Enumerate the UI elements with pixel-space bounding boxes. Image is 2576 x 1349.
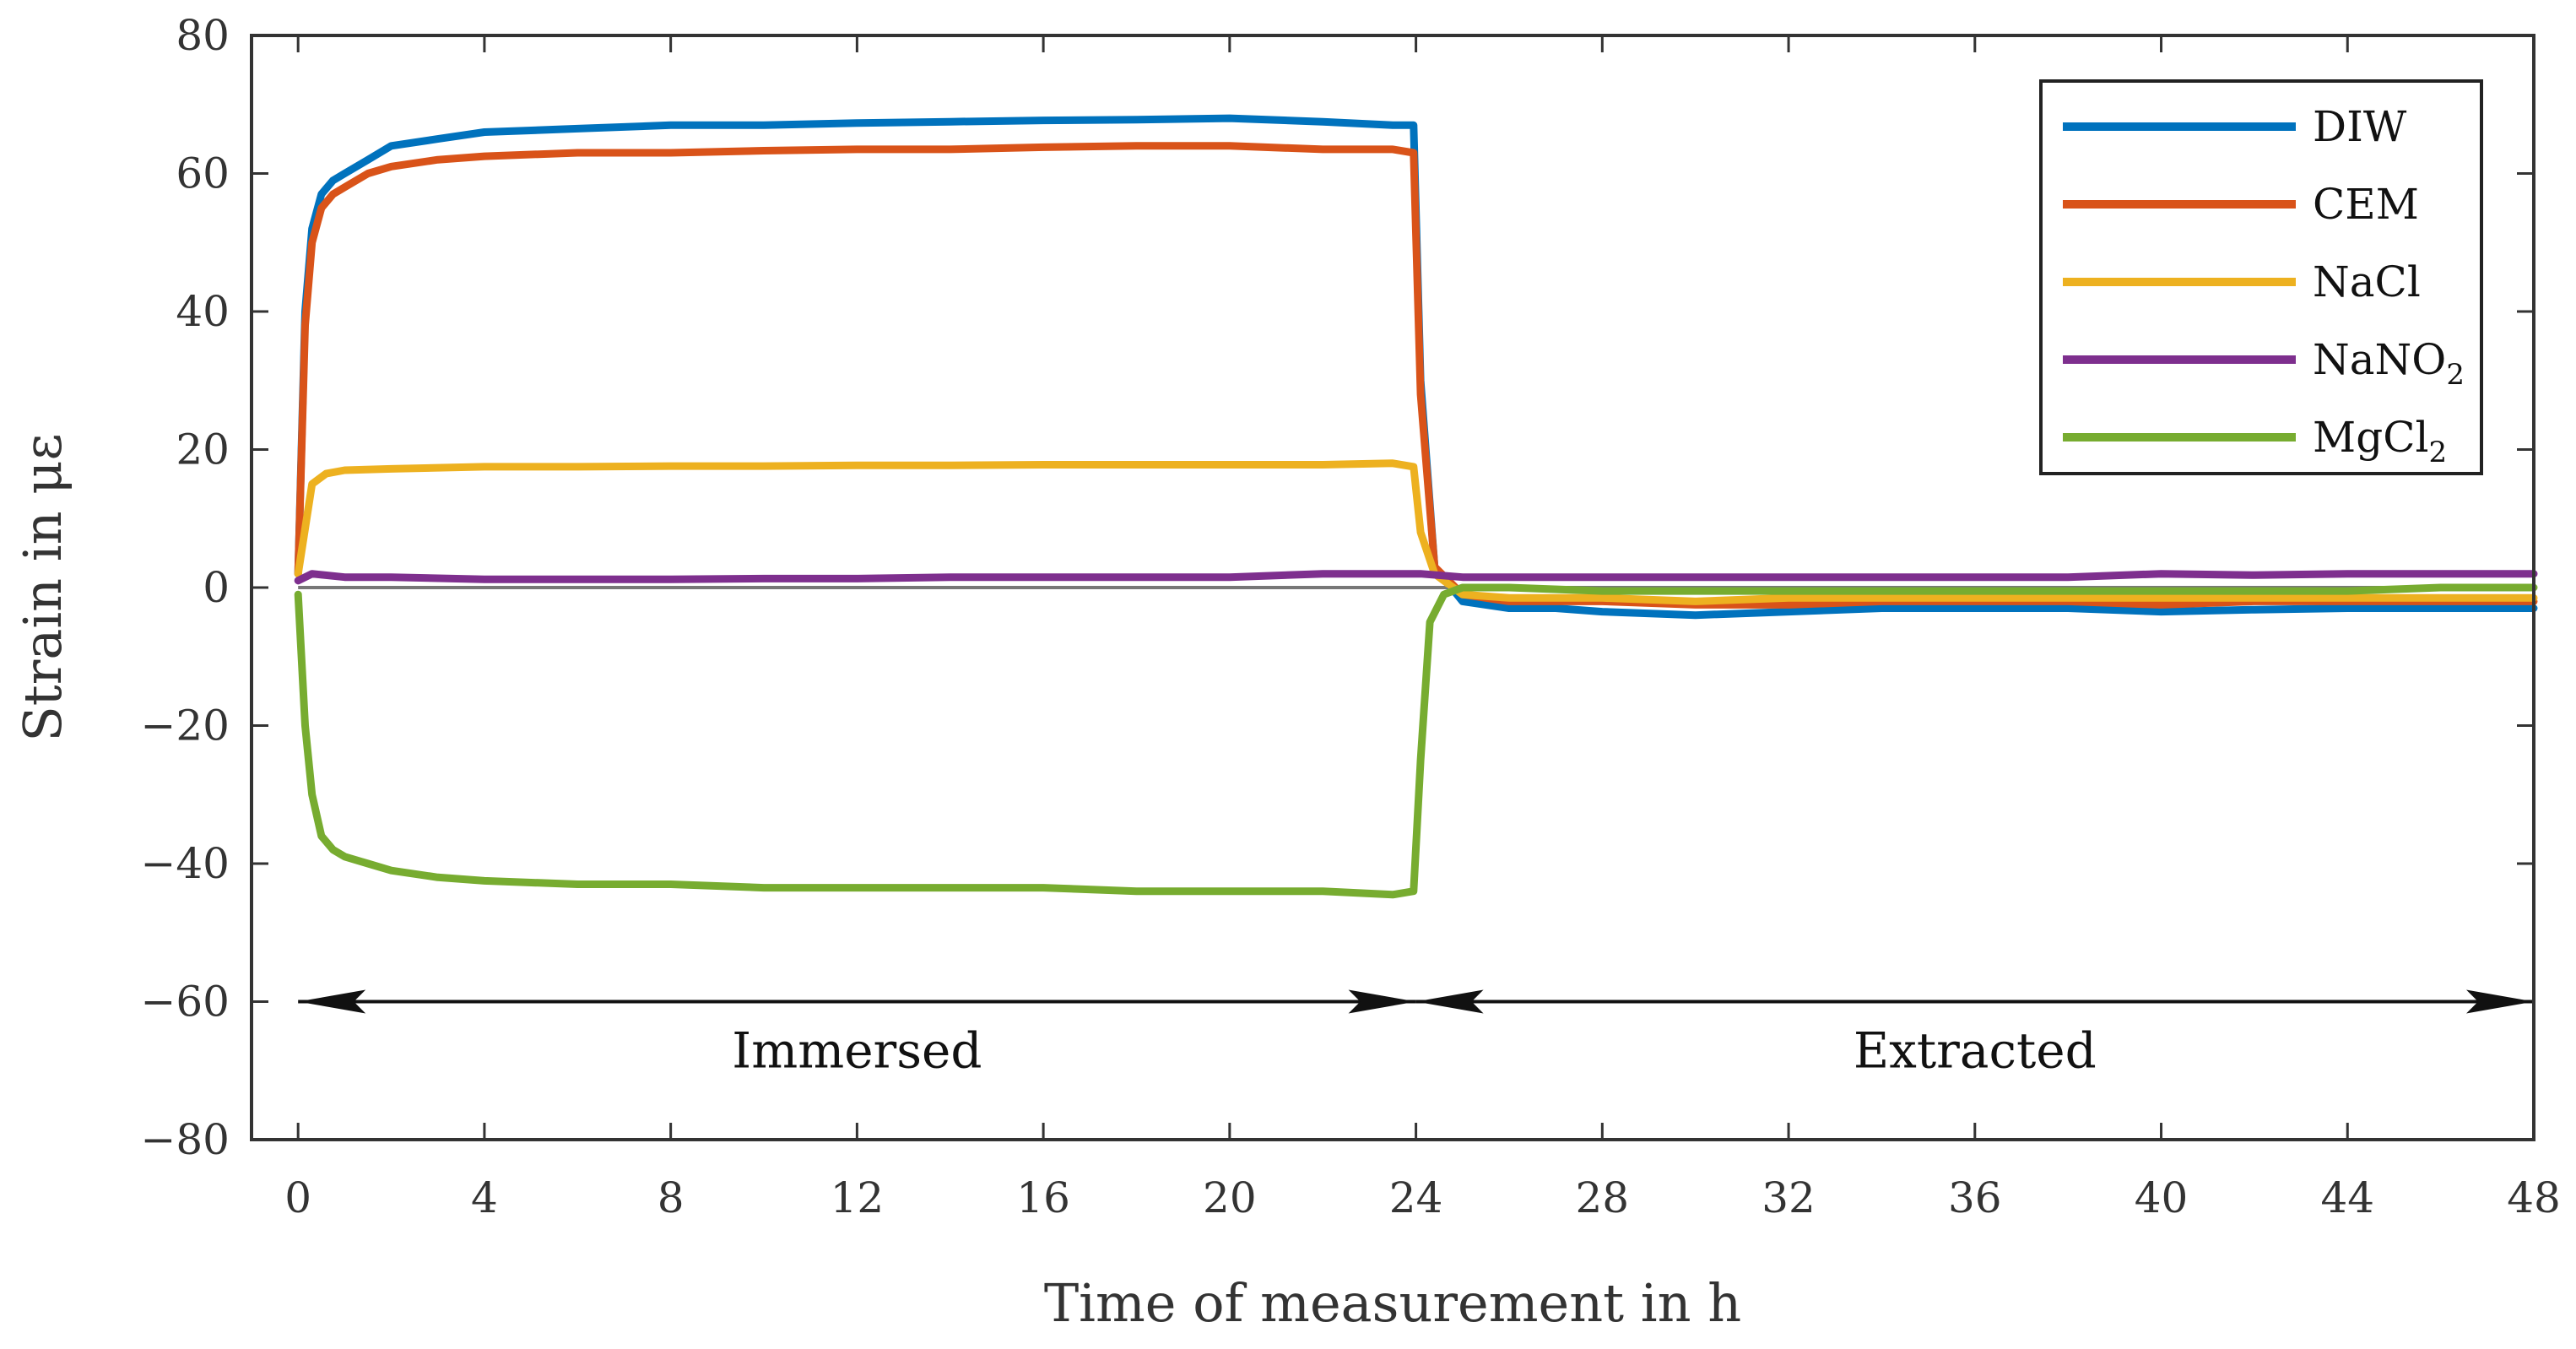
arrowhead-right <box>1348 989 1416 1014</box>
y-tick-label: 40 <box>176 287 230 336</box>
series-line-nacl <box>294 459 2538 605</box>
x-tick-label: 8 <box>658 1173 685 1222</box>
legend-label-nacl: NaCl <box>2313 257 2421 306</box>
legend-label-mgcl2: MgCl2 <box>2313 413 2447 469</box>
y-tick-label: −20 <box>140 702 230 750</box>
plot-frame <box>250 34 2535 1141</box>
annotation-label: Immersed <box>732 1022 982 1080</box>
x-tick-label: 20 <box>1203 1173 1257 1222</box>
series-line-nano2 <box>294 570 2538 585</box>
x-tick-label: 12 <box>831 1173 885 1222</box>
legend-label-text: NaCl <box>2313 257 2421 306</box>
y-tick-label: 80 <box>176 11 230 60</box>
legend-label-text: MgCl <box>2313 413 2428 462</box>
phase-annotations: Immersed Extracted <box>298 989 2534 1080</box>
y-tick-labels: 80 60 40 20 0 −20 −40 −60 −80 <box>140 11 230 1164</box>
legend-label-text: NaNO <box>2313 335 2446 384</box>
x-tick-label: 40 <box>2135 1173 2189 1222</box>
x-tick-label: 0 <box>284 1173 311 1222</box>
legend-label-subscript: 2 <box>2446 358 2465 392</box>
y-axis-title: Strain in με <box>12 433 73 741</box>
series-lines <box>294 114 2538 899</box>
series-line-diw <box>294 114 2538 620</box>
legend-label-diw: DIW <box>2313 102 2407 151</box>
legend-label-cem: CEM <box>2313 180 2419 229</box>
legend-label-text: CEM <box>2313 180 2419 229</box>
x-tick-label: 16 <box>1016 1173 1070 1222</box>
legend-label-text: DIW <box>2313 102 2407 151</box>
legend-label-subscript: 2 <box>2428 436 2447 469</box>
arrowhead-right <box>2466 989 2534 1014</box>
y-tick-label: 0 <box>203 563 230 612</box>
arrowhead-left <box>1415 989 1484 1014</box>
arrowhead-left <box>298 989 366 1014</box>
x-tick-labels: 0 4 8 12 16 20 24 28 32 36 40 44 48 <box>284 1173 2561 1222</box>
x-tick-label: 4 <box>471 1173 498 1222</box>
x-tick-label: 24 <box>1389 1173 1443 1222</box>
y-tick-label: 60 <box>176 149 230 198</box>
series-line-mgcl2 <box>294 583 2538 899</box>
x-axis-title: Time of measurement in h <box>1044 1272 1741 1334</box>
y-tick-label: −80 <box>140 1115 230 1164</box>
y-tick-label: −40 <box>140 839 230 888</box>
x-tick-label: 32 <box>1762 1173 1816 1222</box>
x-tick-label: 36 <box>1948 1173 2002 1222</box>
x-tick-label: 28 <box>1576 1173 1630 1222</box>
y-tick-label: −60 <box>140 978 230 1027</box>
x-tick-label: 48 <box>2507 1173 2561 1222</box>
legend-label-nano2: NaNO2 <box>2313 335 2465 392</box>
annotation-label: Extracted <box>1854 1022 2097 1080</box>
legend-box <box>2039 79 2483 475</box>
x-tick-label: 44 <box>2320 1173 2374 1222</box>
y-tick-label: 20 <box>176 425 230 474</box>
